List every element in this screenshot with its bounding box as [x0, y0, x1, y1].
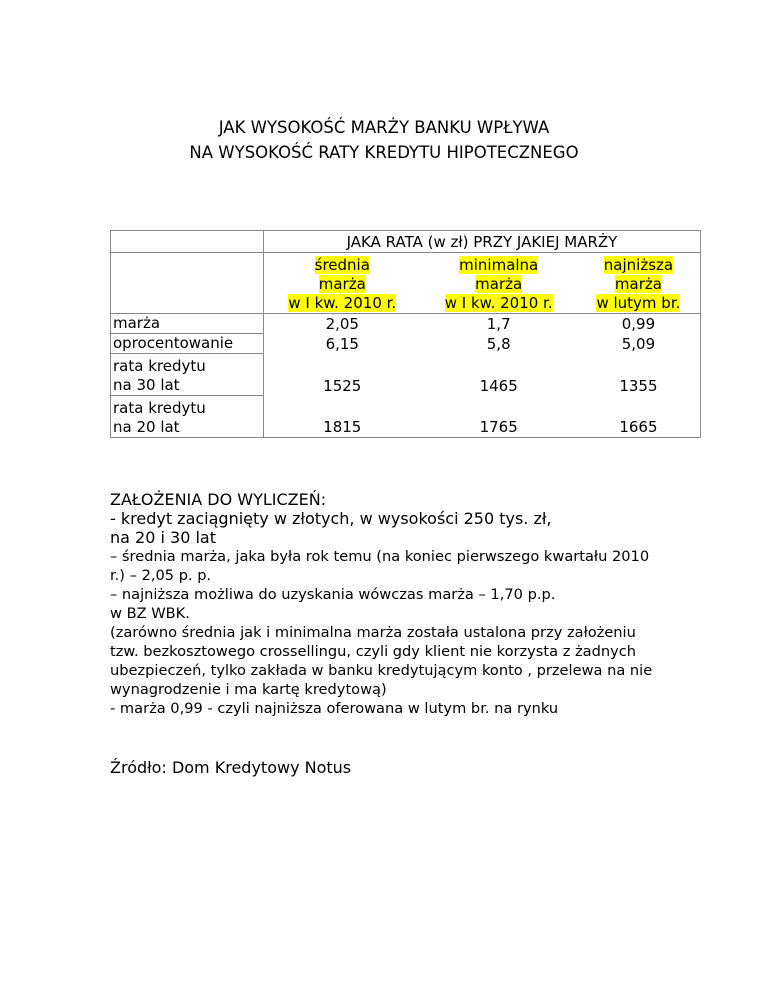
header-line: w I kw. 2010 r.	[444, 294, 553, 312]
cell: 2,05	[262, 313, 421, 334]
cell: 1815	[262, 395, 421, 438]
header-line: marża	[318, 275, 366, 293]
row-label: oprocentowanie	[110, 333, 264, 354]
cell: 1465	[479, 376, 518, 395]
row-label-line: na 20 lat	[113, 418, 180, 436]
assumption-line: tzw. bezkosztowego crossellingu, czyli g…	[110, 643, 637, 660]
assumption-line: ubezpieczeń, tylko zakłada w banku kredy…	[110, 662, 653, 679]
assumption-line: (zarówno średnia jak i minimalna marża z…	[110, 624, 636, 641]
cell: 1665	[576, 395, 701, 438]
header-line: marża	[475, 275, 523, 293]
table-row: rata kredytu na 30 lat 1525 1465 1355	[110, 353, 701, 396]
assumption-line: – średnia marża, jaka była rok temu (na …	[110, 548, 650, 565]
source-note: Źródło: Dom Kredytowy Notus	[110, 758, 352, 777]
cell: 6,15	[262, 333, 421, 354]
empty-header-cell	[110, 252, 264, 314]
header-line: średnia	[314, 256, 370, 274]
title-line-1: JAK WYSOKOŚĆ MARŻY BANKU WPŁYWA	[218, 118, 550, 137]
assumptions-section: ZAŁOŻENIA DO WYLICZEŃ: - kredyt zaciągni…	[110, 490, 710, 718]
title-line-2: NA WYSOKOŚĆ RATY KREDYTU HIPOTECZNEGO	[189, 143, 579, 162]
header-line: najniższa	[603, 256, 674, 274]
assumption-line: wynagrodzenie i ma kartę kredytową)	[110, 681, 387, 698]
cell: 0,99	[576, 313, 701, 334]
header-line: minimalna	[459, 256, 539, 274]
table-row: rata kredytu na 20 lat 1815 1765 1665	[110, 395, 701, 438]
column-header: średnia marża w I kw. 2010 r.	[262, 252, 421, 314]
cell: 1765	[420, 395, 577, 438]
cell: 5,09	[576, 333, 701, 354]
row-label: marża	[110, 313, 264, 334]
header-line: marża	[614, 275, 662, 293]
assumption-line: r.) – 2,05 p. p.	[110, 567, 212, 584]
empty-corner-cell	[110, 230, 264, 253]
header-line: w I kw. 2010 r.	[288, 294, 397, 312]
assumption-line: - kredyt zaciągnięty w złotych, w wysoko…	[110, 509, 552, 528]
row-label-line: rata kredytu	[113, 357, 206, 375]
cell: 1525	[262, 353, 421, 396]
row-label-line: rata kredytu	[113, 399, 206, 417]
cell: 5,8	[486, 334, 511, 353]
column-header-row: średnia marża w I kw. 2010 r. minimalna …	[110, 252, 701, 314]
assumptions-heading: ZAŁOŻENIA DO WYLICZEŃ:	[110, 490, 327, 509]
table-row: oprocentowanie 6,15 5,8 5,09	[110, 333, 701, 354]
assumption-line: - marża 0,99 - czyli najniższa oferowana…	[110, 700, 559, 717]
cell: 1355	[576, 353, 701, 396]
table-caption: JAKA RATA (w zł) PRZY JAKIEJ MARŻY	[263, 230, 701, 253]
assumption-line: na 20 i 30 lat	[110, 528, 216, 547]
column-header: minimalna marża w I kw. 2010 r.	[420, 252, 577, 314]
assumption-line: w BZ WBK.	[110, 605, 190, 622]
row-label: rata kredytu na 30 lat	[110, 353, 264, 396]
row-label-line: na 30 lat	[113, 376, 180, 394]
column-header: najniższa marża w lutym br.	[576, 252, 701, 314]
rates-table: JAKA RATA (w zł) PRZY JAKIEJ MARŻY średn…	[110, 230, 701, 438]
assumption-line: – najniższa możliwa do uzyskania wówczas…	[110, 586, 556, 603]
cell: 1,7	[486, 314, 511, 333]
table-row: marża 2,05 1,7 0,99	[110, 313, 701, 334]
header-line: w lutym br.	[596, 294, 681, 312]
row-label: rata kredytu na 20 lat	[110, 395, 264, 438]
